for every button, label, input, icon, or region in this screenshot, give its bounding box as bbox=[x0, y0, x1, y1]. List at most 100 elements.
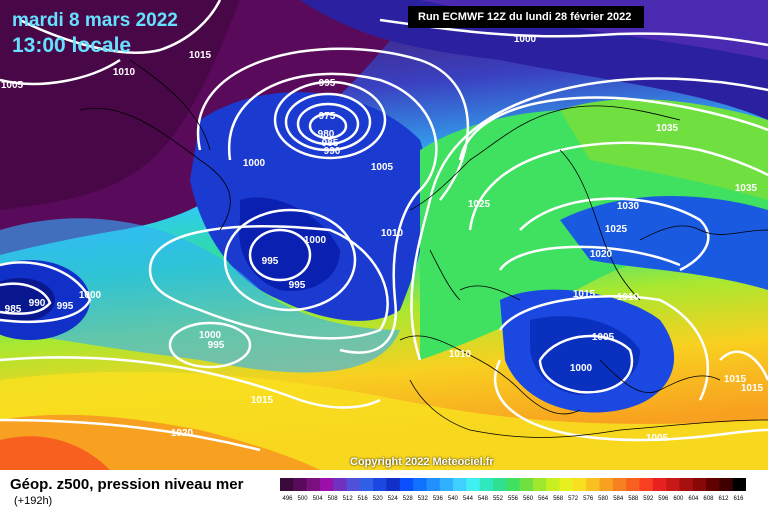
legend-label: 516 bbox=[358, 496, 369, 502]
legend-label: 564 bbox=[538, 496, 549, 502]
legend-swatch bbox=[413, 478, 427, 491]
legend-swatch bbox=[666, 478, 680, 491]
legend-label: 536 bbox=[433, 496, 444, 502]
legend-label: 504 bbox=[313, 496, 324, 502]
legend-label: 496 bbox=[283, 496, 294, 502]
pressure-label: 1005 bbox=[1, 80, 24, 91]
legend-swatch bbox=[732, 478, 746, 491]
legend-swatch bbox=[373, 478, 388, 491]
pressure-label: 995 bbox=[208, 340, 225, 351]
legend-label: 568 bbox=[553, 496, 564, 502]
legend-label: 508 bbox=[328, 496, 339, 502]
legend-label: 524 bbox=[388, 496, 399, 502]
legend-label: 520 bbox=[373, 496, 384, 502]
legend-swatch bbox=[426, 478, 441, 491]
legend-swatch bbox=[519, 478, 534, 491]
legend-label: 604 bbox=[688, 496, 699, 502]
legend-label: 544 bbox=[463, 496, 474, 502]
legend-label: 560 bbox=[523, 496, 534, 502]
pressure-label: 980 bbox=[318, 129, 335, 140]
legend-label: 572 bbox=[568, 496, 579, 502]
pressure-label: 1010 bbox=[113, 67, 136, 78]
legend-swatch bbox=[333, 478, 348, 491]
pressure-label: 1010 bbox=[381, 228, 404, 239]
parameter-title: Géop. z500, pression niveau mer bbox=[10, 476, 244, 493]
pressure-label: 1005 bbox=[592, 332, 615, 343]
pressure-label: 975 bbox=[319, 111, 336, 122]
pressure-label: 985 bbox=[5, 304, 22, 315]
legend-swatch bbox=[612, 478, 627, 491]
legend-swatch bbox=[466, 478, 481, 491]
legend-swatch bbox=[719, 478, 734, 491]
legend-label: 592 bbox=[643, 496, 654, 502]
pressure-label: 995 bbox=[57, 301, 74, 312]
legend-label: 612 bbox=[718, 496, 729, 502]
legend-swatch bbox=[679, 478, 694, 491]
pressure-label: 1000 bbox=[199, 330, 222, 341]
pressure-label: 1015 bbox=[251, 395, 274, 406]
legend-swatch bbox=[692, 478, 707, 491]
pressure-label: 1025 bbox=[468, 199, 491, 210]
pressure-label: 1000 bbox=[304, 235, 327, 246]
legend-swatch bbox=[493, 478, 507, 491]
legend-swatch bbox=[346, 478, 361, 491]
legend-swatch bbox=[399, 478, 414, 491]
legend-swatch bbox=[572, 478, 587, 491]
legend-swatch bbox=[293, 478, 308, 491]
pressure-label: 1025 bbox=[605, 224, 628, 235]
pressure-label: 995 bbox=[262, 256, 279, 267]
legend-swatch bbox=[639, 478, 654, 491]
pressure-label: 1000 bbox=[79, 290, 102, 301]
pressure-label: 1035 bbox=[656, 123, 679, 134]
model-run-label: Run ECMWF 12Z du lundi 28 février 2022 bbox=[408, 6, 644, 28]
pressure-label: 995 bbox=[319, 78, 336, 89]
pressure-label: 1005 bbox=[646, 433, 669, 444]
legend-swatch bbox=[559, 478, 574, 491]
pressure-label: 1035 bbox=[735, 183, 758, 194]
legend-swatch bbox=[479, 478, 494, 491]
legend-label: 588 bbox=[628, 496, 639, 502]
pressure-label: 990 bbox=[29, 298, 46, 309]
pressure-label: 1000 bbox=[570, 363, 593, 374]
pressure-label: 990 bbox=[324, 146, 341, 157]
pressure-label: 1030 bbox=[617, 201, 640, 212]
legend-label: 528 bbox=[403, 496, 414, 502]
legend-swatch bbox=[546, 478, 561, 491]
pressure-label: 1010 bbox=[617, 292, 640, 303]
pressure-label: 1000 bbox=[243, 158, 266, 169]
legend-swatch bbox=[280, 478, 294, 491]
pressure-label: 1015 bbox=[189, 50, 212, 61]
legend-swatch bbox=[706, 478, 720, 491]
legend-label: 532 bbox=[418, 496, 429, 502]
legend-label: 580 bbox=[598, 496, 609, 502]
pressure-label: 1010 bbox=[449, 349, 472, 360]
legend-label: 512 bbox=[343, 496, 354, 502]
legend-swatch bbox=[532, 478, 547, 491]
legend-swatch bbox=[386, 478, 401, 491]
legend-swatch bbox=[359, 478, 374, 491]
weather-map: 1015 1010 1005 995 975 980 985 990 1000 … bbox=[0, 0, 768, 470]
legend-label: 576 bbox=[583, 496, 594, 502]
legend-label: 596 bbox=[658, 496, 669, 502]
pressure-label: 1000 bbox=[514, 34, 537, 45]
legend-swatch bbox=[439, 478, 454, 491]
lead-time: (+192h) bbox=[14, 495, 53, 507]
legend-swatch bbox=[586, 478, 601, 491]
legend-swatch bbox=[599, 478, 614, 491]
legend-label: 552 bbox=[493, 496, 504, 502]
legend-label: 608 bbox=[703, 496, 714, 502]
forecast-date: mardi 8 mars 2022 bbox=[12, 10, 178, 31]
legend-label: 548 bbox=[478, 496, 489, 502]
legend-label: 540 bbox=[448, 496, 459, 502]
legend-label: 600 bbox=[673, 496, 684, 502]
footer-panel: Géop. z500, pression niveau mer (+192h) … bbox=[0, 470, 768, 512]
legend-label: 556 bbox=[508, 496, 519, 502]
legend-swatch bbox=[453, 478, 467, 491]
pressure-label: 1015 bbox=[724, 374, 747, 385]
forecast-time: 13:00 locale bbox=[12, 34, 132, 57]
legend-swatch bbox=[626, 478, 640, 491]
pressure-label: 1015 bbox=[741, 383, 764, 394]
legend-label: 584 bbox=[613, 496, 624, 502]
pressure-label: 1005 bbox=[371, 162, 394, 173]
legend-swatch bbox=[319, 478, 334, 491]
